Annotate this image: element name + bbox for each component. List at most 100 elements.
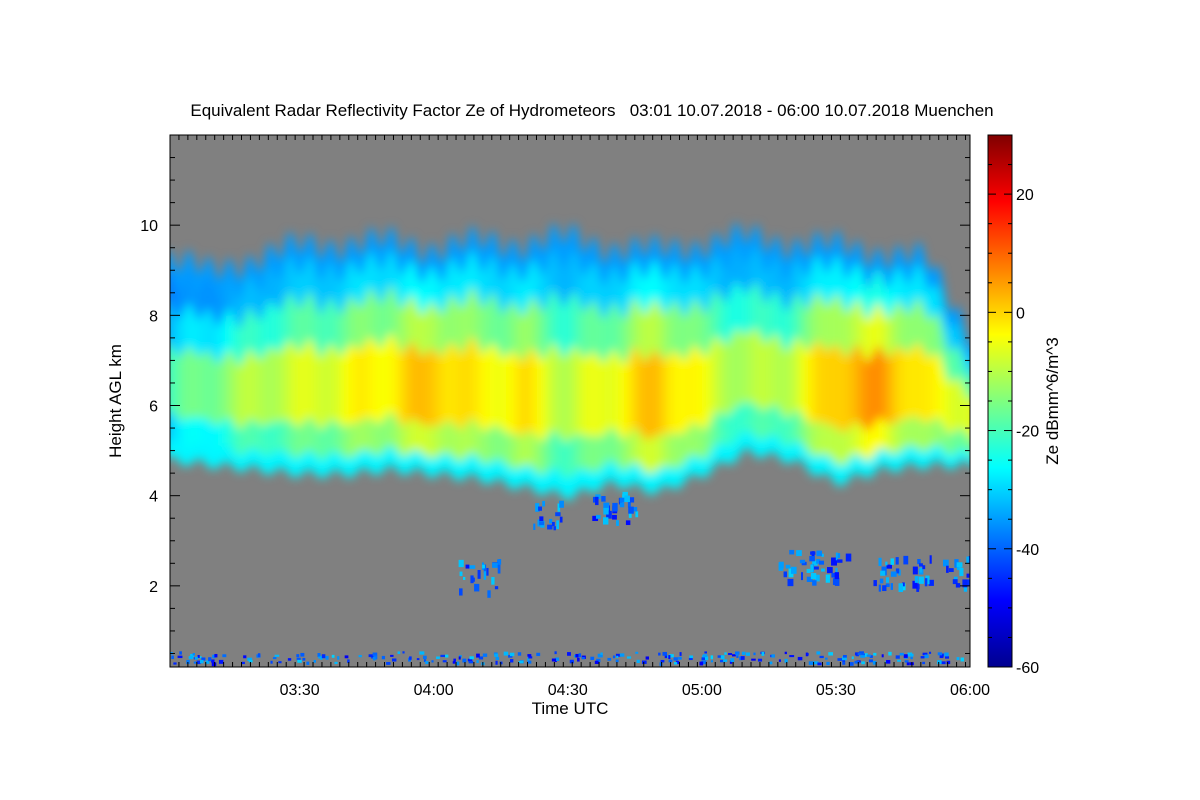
reflectivity-cell (654, 259, 657, 300)
reflectivity-cell (438, 280, 441, 314)
reflectivity-cell (790, 272, 793, 305)
reflectivity-cell (242, 322, 245, 363)
reflectivity-cell (918, 298, 921, 345)
reflectivity-cell (350, 344, 353, 425)
reflectivity-cell (176, 417, 179, 445)
reflectivity-cell (580, 468, 583, 489)
reflectivity-cell (388, 228, 391, 253)
reflectivity-cell (770, 244, 773, 267)
reflectivity-cell (446, 269, 449, 304)
reflectivity-cell (684, 316, 687, 361)
reflectivity-cell (722, 300, 725, 345)
reflectivity-cell (254, 285, 257, 316)
reflectivity-cell (292, 423, 295, 458)
reflectivity-cell (222, 357, 225, 421)
reflectivity-cell (906, 313, 909, 354)
reflectivity-cell (742, 291, 745, 335)
reflectivity-cell (756, 438, 759, 458)
reflectivity-cell (850, 274, 853, 309)
reflectivity-cell (244, 424, 247, 454)
reflectivity-cell (858, 300, 861, 347)
reflectivity-cell (822, 301, 825, 348)
reflectivity-cell (918, 264, 921, 300)
reflectivity-cell (484, 431, 487, 465)
reflectivity-cell (170, 303, 173, 345)
ground-clutter-echo (402, 651, 405, 654)
reflectivity-cell (716, 335, 719, 412)
reflectivity-cell (668, 433, 671, 468)
reflectivity-cell (390, 226, 393, 251)
reflectivity-cell (304, 345, 307, 421)
reflectivity-cell (364, 243, 367, 267)
reflectivity-cell (442, 354, 445, 425)
low-cloud-echo (832, 578, 839, 585)
reflectivity-cell (562, 243, 565, 270)
reflectivity-cell (752, 403, 755, 436)
reflectivity-cell (390, 333, 393, 413)
ground-clutter-echo (596, 658, 601, 663)
reflectivity-cell (302, 453, 305, 473)
reflectivity-cell (696, 346, 699, 425)
reflectivity-cell (518, 358, 521, 437)
reflectivity-cell (686, 260, 689, 284)
reflectivity-cell (656, 300, 659, 352)
reflectivity-cell (512, 433, 515, 470)
reflectivity-cell (772, 239, 775, 262)
ground-clutter-echo (899, 652, 904, 656)
reflectivity-cell (732, 250, 735, 287)
ground-clutter-echo (941, 661, 946, 665)
reflectivity-cell (774, 434, 777, 453)
low-cloud-echo (465, 564, 470, 569)
reflectivity-cell (734, 329, 737, 409)
ground-clutter-echo (598, 654, 603, 658)
reflectivity-cell (180, 447, 183, 464)
reflectivity-cell (892, 310, 895, 354)
ground-clutter-echo (849, 662, 854, 666)
ground-clutter-echo (331, 654, 335, 658)
ground-clutter-echo (386, 662, 391, 665)
reflectivity-cell (672, 301, 675, 352)
reflectivity-cell (950, 382, 953, 435)
low-cloud-echo (606, 510, 612, 519)
low-cloud-echo (818, 560, 825, 565)
reflectivity-cell (200, 271, 203, 292)
reflectivity-cell (698, 246, 701, 270)
reflectivity-cell (204, 260, 207, 282)
reflectivity-cell (714, 412, 717, 446)
reflectivity-cell (588, 354, 591, 437)
reflectivity-cell (966, 451, 969, 462)
reflectivity-cell (720, 242, 723, 265)
reflectivity-cell (764, 438, 767, 456)
reflectivity-cell (636, 428, 639, 464)
ground-clutter-echo (397, 651, 401, 654)
reflectivity-cell (498, 427, 501, 460)
reflectivity-cell (554, 467, 557, 490)
reflectivity-cell (810, 246, 813, 270)
reflectivity-cell (548, 469, 551, 491)
low-cloud-echo (592, 515, 599, 522)
reflectivity-cell (304, 451, 307, 471)
reflectivity-cell (730, 257, 733, 293)
reflectivity-cell (316, 253, 319, 276)
reflectivity-cell (210, 312, 213, 355)
reflectivity-cell (180, 268, 183, 289)
reflectivity-cell (828, 350, 831, 426)
reflectivity-cell (786, 446, 789, 464)
reflectivity-cell (816, 455, 819, 476)
reflectivity-cell (344, 426, 347, 459)
reflectivity-cell (958, 449, 961, 463)
reflectivity-cell (248, 307, 251, 351)
low-cloud-echo (878, 584, 882, 592)
reflectivity-cell (930, 447, 933, 464)
reflectivity-cell (512, 238, 515, 265)
low-cloud-echo (628, 497, 635, 503)
low-cloud-echo (601, 496, 606, 502)
reflectivity-cell (488, 428, 491, 464)
reflectivity-cell (604, 433, 607, 465)
reflectivity-cell (664, 314, 667, 361)
reflectivity-cell (394, 339, 397, 417)
low-cloud-echo (806, 568, 811, 573)
reflectivity-cell (584, 311, 587, 359)
reflectivity-cell (868, 266, 871, 289)
reflectivity-cell (692, 422, 695, 456)
